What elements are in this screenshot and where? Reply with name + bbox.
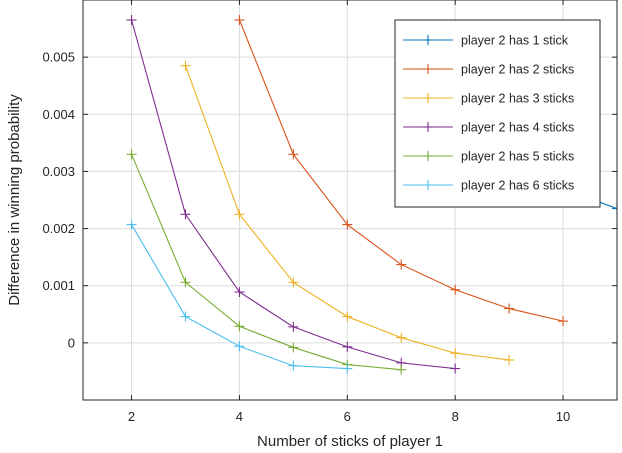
x-tick-label: 10: [556, 409, 570, 424]
data-point: [234, 287, 245, 297]
tick-labels: 2 4 6 8 10 0 0.001 0.002 0.003 0.004 0.005: [42, 50, 570, 424]
data-point: [180, 60, 191, 71]
legend-label: player 2 has 4 sticks: [461, 121, 574, 135]
data-point: [126, 149, 137, 160]
axes: [82, 0, 618, 401]
plot-frame: [82, 0, 618, 401]
data-point: [396, 332, 407, 343]
legend-entry: player 2 has 1 stick: [403, 34, 569, 48]
data-point: [180, 209, 191, 220]
legend-entry: player 2 has 6 sticks: [403, 179, 574, 193]
data-point: [234, 209, 245, 220]
y-tick-label: 0.001: [42, 278, 75, 293]
y-tick-label: 0.005: [42, 50, 75, 65]
legend-label: player 2 has 3 sticks: [461, 92, 574, 106]
data-point: [504, 355, 515, 365]
data-point: [288, 277, 299, 288]
data-point: [288, 321, 299, 332]
y-tick-label: 0.003: [42, 164, 75, 179]
data-point: [342, 219, 353, 230]
data-point: [180, 311, 191, 322]
legend-entry: player 2 has 3 sticks: [403, 92, 574, 106]
x-tick-label: 2: [128, 409, 135, 424]
y-tick-label: 0.004: [42, 107, 75, 122]
data-point: [450, 363, 461, 374]
x-tick-label: 6: [344, 409, 351, 424]
data-point: [450, 348, 461, 359]
legend-label: player 2 has 1 stick: [461, 34, 569, 48]
x-tick-label: 8: [452, 409, 459, 424]
data-point: [450, 284, 461, 295]
y-tick-label: 0.002: [42, 221, 75, 236]
x-axis-label: Number of sticks of player 1: [257, 433, 443, 450]
data-point: [612, 203, 617, 214]
legend-box: [394, 19, 601, 208]
x-tick-label: 4: [236, 409, 243, 424]
data-point: [126, 219, 137, 230]
series-line-5: [131, 154, 402, 371]
data-point: [180, 277, 191, 288]
data-point: [288, 149, 299, 160]
data-point: [288, 342, 299, 353]
data-point: [504, 303, 515, 314]
data-point: [234, 15, 245, 25]
data-point: [234, 321, 245, 332]
legend-label: player 2 has 2 sticks: [461, 63, 574, 77]
legend-label: player 2 has 5 sticks: [461, 150, 574, 164]
legend-entry: player 2 has 5 sticks: [403, 150, 574, 164]
data-point: [126, 15, 137, 25]
data-point: [342, 311, 353, 322]
legend-entry: player 2 has 2 sticks: [403, 63, 574, 77]
data-point: [288, 360, 299, 371]
data-point: [396, 259, 407, 270]
data-point: [342, 363, 353, 374]
data-point: [558, 316, 569, 327]
data-point: [342, 341, 353, 352]
y-tick-label: 0: [68, 335, 75, 350]
data-point: [396, 364, 407, 375]
legend-entry: player 2 has 4 sticks: [403, 121, 574, 135]
legend: player 2 has 1 stick player 2 has 2 stick…: [394, 19, 601, 208]
legend-label: player 2 has 6 sticks: [461, 179, 574, 193]
y-axis-label: Difference in winning probability: [6, 94, 23, 306]
data-point: [234, 341, 245, 352]
